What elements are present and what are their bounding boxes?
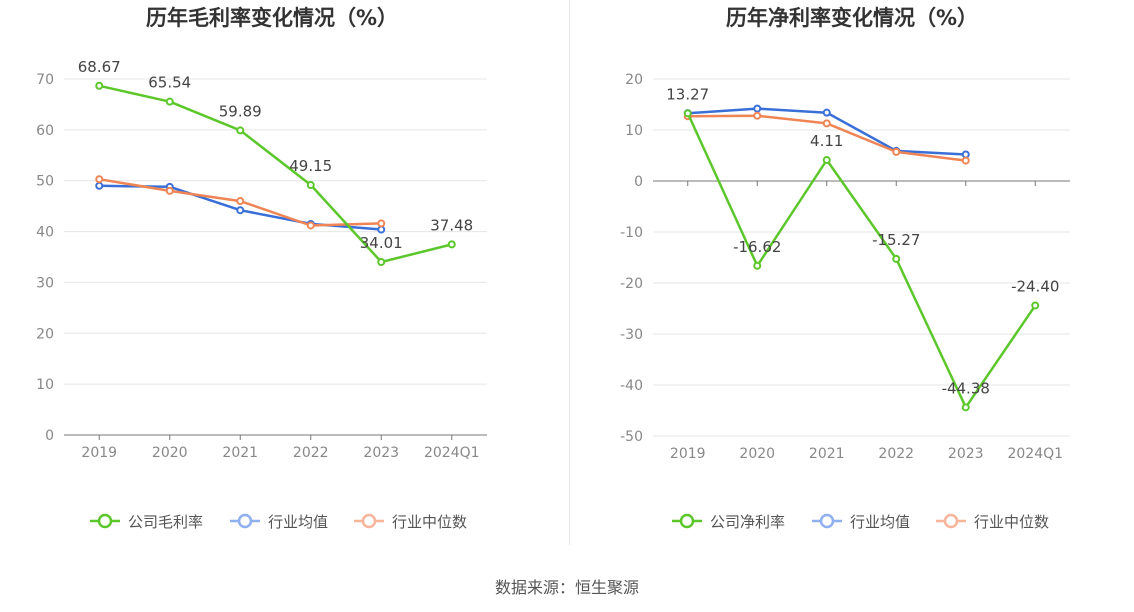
- net-median-point: [961, 156, 970, 165]
- net-y-tick-label: -10: [620, 225, 643, 241]
- gross-margin-chart: 历年毛利率变化情况（%） 0 10 20 30 40 50 60 70 2019 2020 2021 2…: [36, 6, 487, 531]
- net-median-point: [822, 119, 831, 128]
- gross-median-point: [95, 175, 104, 184]
- gross-data-label: 34.01: [360, 234, 403, 252]
- net-data-label: -16.62: [733, 238, 781, 256]
- gross-company-point: [447, 240, 456, 249]
- gross-title: 历年毛利率变化情况（%）: [146, 6, 398, 30]
- gross-data-label: 59.89: [219, 102, 262, 120]
- net-company-point: [753, 261, 762, 270]
- net-x-tick-label: 2024Q1: [1007, 446, 1063, 462]
- data-source: 数据来源：恒生聚源: [494, 578, 639, 597]
- gross-x-tick-label: 2019: [81, 445, 117, 461]
- net-company-point: [683, 109, 692, 118]
- gross-avg-point: [377, 225, 386, 234]
- net-y-tick-label: 20: [625, 72, 643, 88]
- gross-y-tick-label: 60: [36, 123, 54, 139]
- gross-legend-label: 行业中位数: [392, 513, 467, 531]
- gross-company-point: [236, 126, 245, 135]
- gross-y-tick-label: 10: [36, 377, 54, 393]
- net-data-label: -15.27: [872, 231, 920, 249]
- net-legend-item-company: 公司净利率: [672, 513, 785, 531]
- net-legend-item-median: 行业中位数: [936, 513, 1049, 531]
- gross-y-tick-label: 70: [36, 72, 54, 88]
- net-y-tick-label: 0: [634, 174, 643, 190]
- gross-data-label: 65.54: [148, 74, 191, 92]
- net-legend-marker: [943, 513, 959, 529]
- gross-x-tick-label: 2023: [363, 445, 399, 461]
- net-x-tick-label: 2019: [670, 446, 706, 462]
- net-legend-item-avg: 行业均值: [812, 513, 910, 531]
- net-margin-chart: 历年净利率变化情况（%） -50 -40 -30 -20 -10 0 10 20 2019 2020…: [620, 6, 1070, 531]
- gross-company-point: [377, 258, 386, 267]
- net-y-tick-label: -40: [620, 378, 643, 394]
- gross-legend-label: 公司毛利率: [128, 513, 203, 531]
- gross-legend-marker: [361, 513, 377, 529]
- gross-legend-item-company: 公司毛利率: [90, 513, 203, 531]
- gross-legend-marker: [237, 513, 253, 529]
- net-legend-marker: [819, 513, 835, 529]
- net-company-line: [686, 112, 1037, 409]
- net-company-point: [1031, 301, 1040, 310]
- gross-y-tick-label: 40: [36, 225, 54, 241]
- net-legend-label: 行业均值: [850, 513, 910, 531]
- gross-legend-marker: [97, 513, 113, 529]
- gross-legend-label: 行业均值: [268, 513, 328, 531]
- gross-legend-item-median: 行业中位数: [354, 513, 467, 531]
- net-y-tick-label: -30: [620, 327, 643, 343]
- net-title: 历年净利率变化情况（%）: [726, 6, 978, 30]
- net-y-tick-label: -50: [620, 429, 643, 445]
- net-data-label: -44.38: [942, 379, 990, 397]
- gross-data-label: 37.48: [430, 216, 473, 234]
- net-avg-point: [961, 150, 970, 159]
- gross-avg-point: [236, 206, 245, 215]
- net-y-tick-label: 10: [625, 123, 643, 139]
- net-data-label: -24.40: [1011, 277, 1059, 295]
- gross-avg-point: [95, 181, 104, 190]
- net-x-tick-label: 2023: [948, 446, 984, 462]
- net-data-label: 4.11: [810, 132, 843, 150]
- net-avg-point: [753, 104, 762, 113]
- gross-company-point: [306, 181, 315, 190]
- net-company-point: [892, 254, 901, 263]
- net-avg-point: [822, 108, 831, 117]
- net-median-point: [892, 147, 901, 156]
- net-data-label: 13.27: [666, 85, 709, 103]
- gross-y-tick-label: 50: [36, 174, 54, 190]
- gross-company-point: [165, 97, 174, 106]
- net-x-tick-label: 2020: [739, 446, 775, 462]
- gross-company-point: [95, 81, 104, 90]
- net-median-point: [753, 111, 762, 120]
- net-legend-label: 行业中位数: [974, 513, 1049, 531]
- gross-legend-item-avg: 行业均值: [230, 513, 328, 531]
- net-x-tick-label: 2022: [878, 446, 914, 462]
- gross-x-tick-label: 2024Q1: [424, 445, 480, 461]
- gross-x-tick-label: 2021: [222, 445, 258, 461]
- gross-company-line: [99, 84, 453, 264]
- panel-divider: [569, 0, 570, 545]
- net-company-point: [822, 156, 831, 165]
- gross-y-tick-label: 0: [45, 428, 54, 444]
- gross-x-tick-label: 2022: [293, 445, 329, 461]
- net-y-tick-label: -20: [620, 276, 643, 292]
- gross-x-tick-label: 2020: [152, 445, 188, 461]
- gross-median-point: [306, 221, 315, 230]
- gross-median-point: [377, 219, 386, 228]
- net-company-point: [961, 403, 970, 412]
- gross-y-tick-label: 20: [36, 326, 54, 342]
- net-legend-label: 公司净利率: [710, 513, 785, 531]
- gross-y-tick-label: 30: [36, 275, 54, 291]
- gross-median-point: [236, 197, 245, 206]
- gross-data-label: 49.15: [289, 157, 332, 175]
- gross-data-label: 68.67: [78, 58, 121, 76]
- net-x-tick-label: 2021: [809, 446, 845, 462]
- net-legend-marker: [679, 513, 695, 529]
- gross-median-point: [165, 186, 174, 195]
